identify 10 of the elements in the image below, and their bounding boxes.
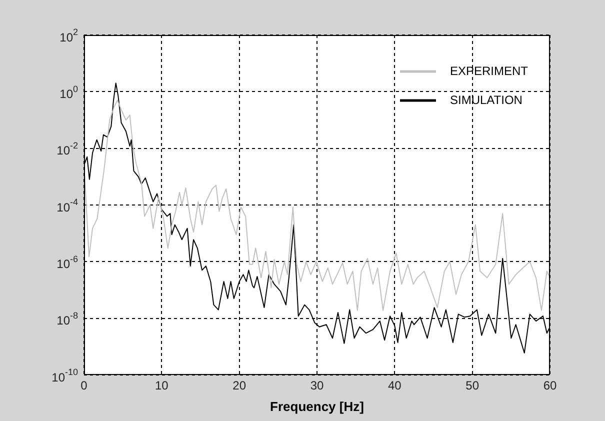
legend-label: EXPERIMENT [450, 64, 529, 78]
x-tick-label: 10 [154, 378, 169, 393]
legend-label: SIMULATION [450, 92, 522, 107]
x-tick-label: 50 [466, 378, 480, 393]
x-tick-label: 40 [388, 378, 402, 393]
x-axis-title: Frequency [Hz] [270, 398, 364, 414]
x-tick-label: 60 [543, 378, 557, 393]
x-tick-label: 30 [310, 378, 324, 393]
x-tick-label: 20 [232, 378, 246, 393]
x-tick-label: 0 [80, 378, 88, 393]
